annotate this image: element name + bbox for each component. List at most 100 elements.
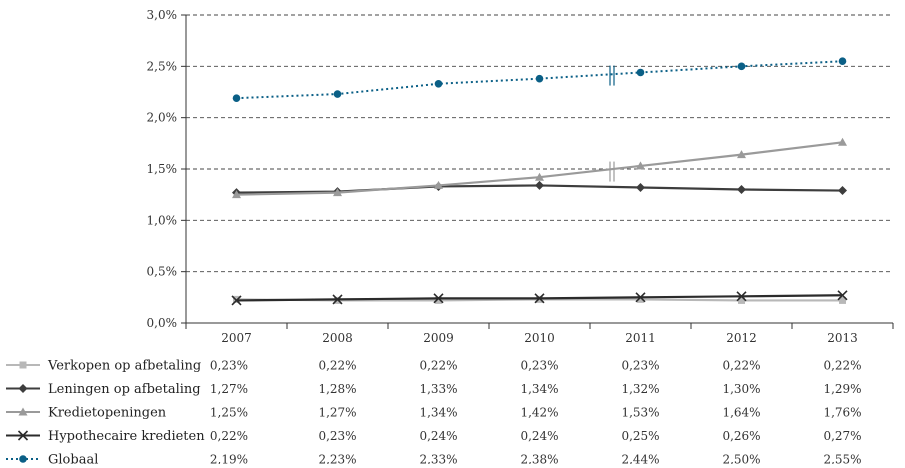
data-point (637, 295, 644, 303)
table-row: Kredietopeningen 1,25% 1,27% 1,34% 1,42% 1,53… (6, 406, 862, 421)
table-cell: 0,23% (621, 359, 659, 373)
data-point (535, 74, 544, 83)
legend-label: Verkopen op afbetaling (47, 359, 201, 374)
data-point (535, 172, 544, 181)
data-point (636, 161, 645, 170)
table-cell: 2,44% (621, 453, 659, 465)
data-point (232, 94, 241, 102)
data-point-x-stroke (635, 292, 646, 303)
data-point (838, 57, 847, 65)
y-tick-label: 2,0% (147, 111, 178, 125)
data-point-x-stroke (17, 430, 29, 441)
data-point (435, 296, 442, 304)
data-point (535, 180, 544, 190)
data-point (737, 62, 746, 71)
data-point (19, 455, 27, 463)
table-cell: 0,25% (621, 429, 659, 443)
table-cell: 1,33% (419, 382, 457, 396)
data-point (839, 296, 846, 304)
table-cell: 1,76% (823, 406, 861, 420)
gridlines (186, 14, 893, 273)
table-cell: 1,42% (520, 406, 558, 420)
y-tick-label: 0,5% (147, 265, 178, 279)
series-leningen-op-afbetaling (232, 180, 847, 198)
table-cell: 1,27% (210, 382, 248, 396)
x-tick-label: 2011 (625, 331, 656, 345)
data-point (738, 296, 745, 304)
data-point (736, 291, 747, 302)
table-cell: 1,53% (621, 406, 659, 420)
table-row: Leningen op afbetaling 1,27% 1,28% 1,33% 1,3… (6, 382, 862, 397)
table-cell: 1,34% (419, 406, 457, 420)
table-cell: 0,24% (419, 429, 457, 443)
x-tick-label: 2009 (423, 331, 454, 345)
x-tick-label: 2010 (524, 331, 555, 345)
data-point-x-stroke (433, 293, 444, 304)
data-point (232, 190, 241, 199)
data-point (18, 384, 28, 393)
data-point (17, 430, 29, 441)
table-cell: 1,30% (722, 382, 760, 396)
table-cell: 1,29% (823, 382, 861, 396)
y-tick-label: 1,0% (147, 213, 178, 227)
data-point-x-stroke (736, 291, 747, 302)
data-point (534, 293, 545, 304)
table-cell: 0,22% (722, 359, 760, 373)
table-cell: 1,34% (520, 382, 558, 396)
table-cell: 0,22% (318, 359, 356, 373)
data-point (333, 90, 342, 98)
axes: 0,0% 0,5% 1,0% 1,5% 2,0% 2,5% 3,0% 2007 2008 2009… (147, 8, 894, 345)
x-tick-label: 2012 (726, 331, 757, 345)
x-tick-label: 2013 (827, 331, 858, 345)
data-point-x-stroke (332, 294, 343, 305)
table-cell: 1,25% (210, 406, 248, 420)
y-tick-label: 1,5% (147, 162, 178, 176)
series-hypothecaire-kredieten (231, 290, 848, 306)
data-point (838, 186, 847, 196)
data-point (434, 180, 443, 189)
legend-label: Globaal (48, 453, 98, 465)
x-tick-label: 2007 (221, 331, 252, 345)
legend-label: Hypothecaire kredieten (48, 429, 205, 444)
data-point (636, 68, 645, 77)
table-cell: 2,50% (722, 453, 760, 465)
data-point (18, 407, 28, 416)
table-cell: 0,27% (823, 429, 861, 443)
x-tick-label: 2008 (322, 331, 353, 345)
table-cell: 1,64% (722, 406, 760, 420)
data-point (636, 182, 645, 192)
series-lines (231, 57, 848, 306)
series-globaal (232, 57, 847, 102)
data-table: Verkopen op afbetaling 0,23% 0,22% 0,22% 0,2… (6, 359, 862, 468)
table-cell: 0,23% (318, 429, 356, 443)
y-tick-label: 2,5% (147, 59, 178, 73)
table-row: Globaal 2,19% 2,23% 2,33% 2,38% 2,44% 2,50% 2,5… (6, 453, 862, 468)
data-point-x-stroke (837, 290, 848, 301)
data-point (737, 185, 746, 195)
data-point-x-stroke (231, 295, 242, 306)
table-cell: 2,38% (520, 453, 558, 465)
y-tick-label: 3,0% (147, 8, 178, 22)
data-point (231, 295, 242, 306)
table-row: Verkopen op afbetaling 0,23% 0,22% 0,22% 0,2… (6, 359, 862, 374)
data-point (737, 150, 746, 159)
data-point (837, 290, 848, 301)
table-cell: 0,22% (419, 359, 457, 373)
data-point-x-stroke (534, 293, 545, 304)
legend-label: Leningen op afbetaling (48, 382, 201, 397)
table-cell: 2,23% (318, 453, 356, 465)
data-point (635, 292, 646, 303)
data-point (19, 361, 27, 369)
data-point (434, 79, 443, 88)
y-tick-label: 0,0% (147, 316, 178, 330)
table-row: Hypothecaire kredieten 0,22% 0,23% 0,24% 0,2… (6, 429, 862, 444)
data-point (433, 293, 444, 304)
table-cell: 0,22% (210, 429, 248, 443)
table-cell: 1,32% (621, 382, 659, 396)
legend-label: Kredietopeningen (48, 406, 167, 421)
table-cell: 2,33% (419, 453, 457, 465)
data-point (332, 294, 343, 305)
series-kredietopeningen (232, 137, 847, 199)
